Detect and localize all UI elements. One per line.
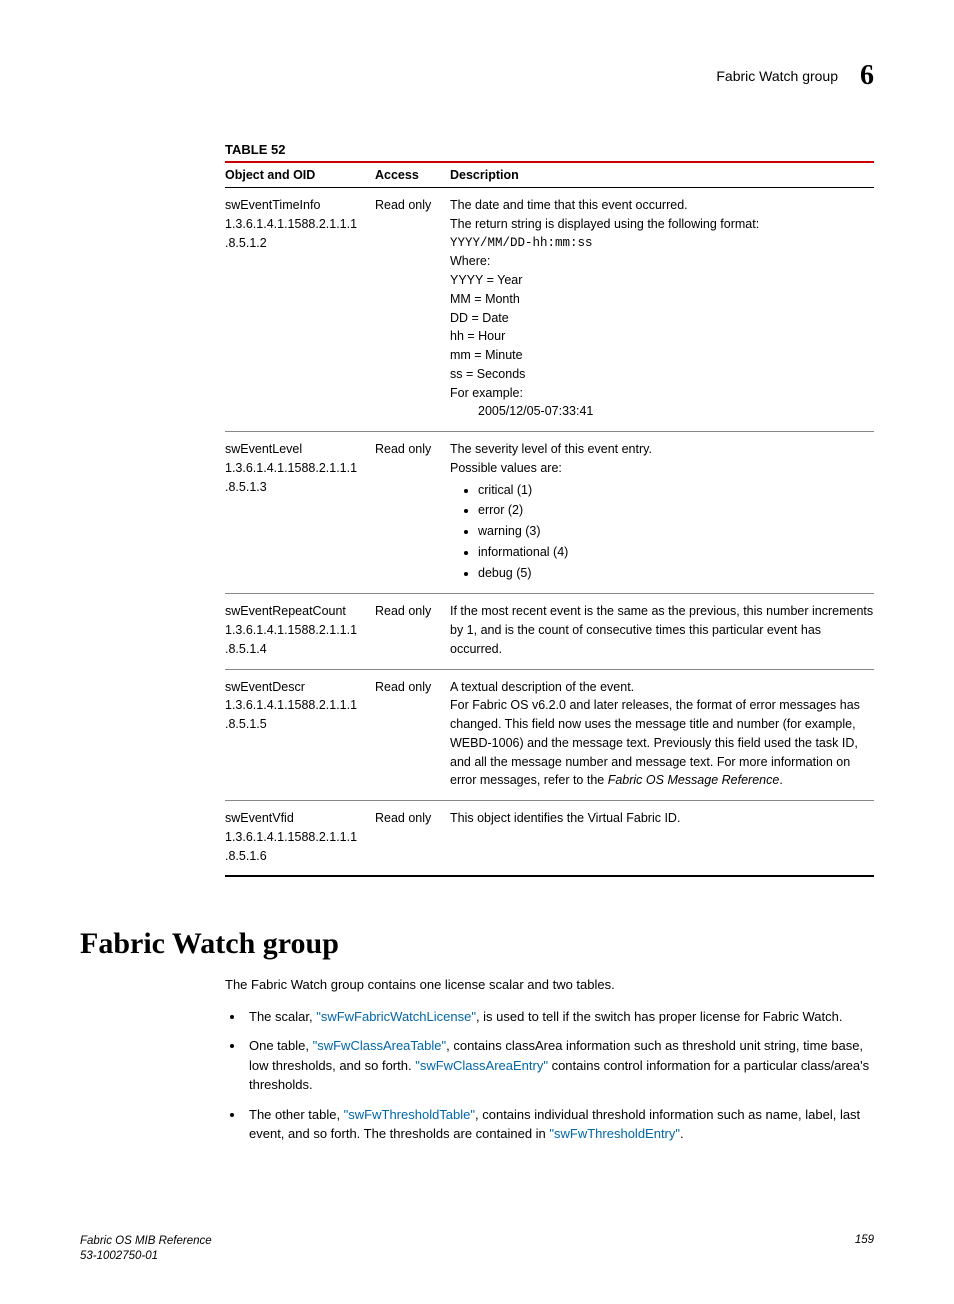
table-row: swEventRepeatCount 1.3.6.1.4.1.1588.2.1.… [225,594,874,669]
cell-description: This object identifies the Virtual Fabri… [450,801,874,877]
cell-description: A textual description of the event. For … [450,669,874,801]
desc-example-value: 2005/12/05-07:33:41 [478,402,874,421]
text-run: , is used to tell if the switch has prop… [476,1009,843,1024]
page-header: Fabric Watch group 6 [80,60,874,92]
object-name: swEventRepeatCount [225,604,346,618]
list-item: error (2) [478,500,874,521]
object-name: swEventVfid [225,811,294,825]
table-row: swEventLevel 1.3.6.1.4.1.1588.2.1.1.1 .8… [225,432,874,594]
text-run: . [680,1126,684,1141]
table-header-row: Object and OID Access Description [225,162,874,188]
mib-table: Object and OID Access Description swEven… [225,161,874,877]
text-run: The scalar, [249,1009,316,1024]
desc-line: The severity level of this event entry. [450,440,874,459]
object-name: swEventDescr [225,680,305,694]
footer-doc-title: Fabric OS MIB Reference [80,1234,212,1249]
footer-left: Fabric OS MIB Reference 53-1002750-01 [80,1234,212,1264]
text-run: One table, [249,1038,313,1053]
object-oid-suffix: .8.5.1.3 [225,478,365,497]
table-row: swEventDescr 1.3.6.1.4.1.1588.2.1.1.1 .8… [225,669,874,801]
cross-reference-link[interactable]: "swFwThresholdEntry" [549,1126,680,1141]
desc-example-label: For example: [450,384,874,403]
table-row: swEventVfid 1.3.6.1.4.1.1588.2.1.1.1 .8.… [225,801,874,877]
desc-line: The return string is displayed using the… [450,215,874,234]
cross-reference-link[interactable]: "swFwThresholdTable" [344,1107,475,1122]
cell-object: swEventTimeInfo 1.3.6.1.4.1.1588.2.1.1.1… [225,188,375,432]
section-intro: The Fabric Watch group contains one lice… [225,975,874,995]
object-oid-suffix: .8.5.1.5 [225,715,365,734]
desc-where: DD = Date [450,309,874,328]
cell-description: The severity level of this event entry. … [450,432,874,594]
desc-text: . [779,773,782,787]
footer-doc-number: 53-1002750-01 [80,1249,212,1264]
cell-access: Read only [375,188,450,432]
desc-code: YYYY/MM/DD-hh:mm:ss [450,234,874,253]
list-item: The scalar, "swFwFabricWatchLicense", is… [245,1007,874,1027]
object-name: swEventLevel [225,442,302,456]
cell-object: swEventLevel 1.3.6.1.4.1.1588.2.1.1.1 .8… [225,432,375,594]
text-run: The other table, [249,1107,344,1122]
section-heading: Fabric Watch group [80,927,874,961]
table-row: swEventTimeInfo 1.3.6.1.4.1.1588.2.1.1.1… [225,188,874,432]
desc-where: ss = Seconds [450,365,874,384]
object-oid: 1.3.6.1.4.1.1588.2.1.1.1 [225,828,365,847]
footer-page-number: 159 [855,1234,874,1264]
page: Fabric Watch group 6 TABLE 52 Object and… [0,0,954,1304]
desc-where: MM = Month [450,290,874,309]
cell-access: Read only [375,801,450,877]
section-bullet-list: The scalar, "swFwFabricWatchLicense", is… [225,1007,874,1144]
cell-access: Read only [375,432,450,594]
desc-line: A textual description of the event. [450,678,874,697]
list-item: warning (3) [478,521,874,542]
cell-description: The date and time that this event occurr… [450,188,874,432]
cell-object: swEventVfid 1.3.6.1.4.1.1588.2.1.1.1 .8.… [225,801,375,877]
list-item: The other table, "swFwThresholdTable", c… [245,1105,874,1144]
cell-description: If the most recent event is the same as … [450,594,874,669]
object-oid: 1.3.6.1.4.1.1588.2.1.1.1 [225,621,365,640]
desc-where: mm = Minute [450,346,874,365]
th-description: Description [450,162,874,188]
desc-line: The date and time that this event occurr… [450,196,874,215]
list-item: One table, "swFwClassAreaTable", contain… [245,1036,874,1095]
header-section-title: Fabric Watch group [716,68,838,84]
list-item: critical (1) [478,480,874,501]
cell-access: Read only [375,594,450,669]
list-item: debug (5) [478,563,874,584]
object-oid-suffix: .8.5.1.2 [225,234,365,253]
desc-bullets: critical (1) error (2) warning (3) infor… [450,480,874,584]
table-caption: TABLE 52 [225,142,874,157]
desc-where: YYYY = Year [450,271,874,290]
object-oid-suffix: .8.5.1.4 [225,640,365,659]
object-oid: 1.3.6.1.4.1.1588.2.1.1.1 [225,215,365,234]
content-area: TABLE 52 Object and OID Access Descripti… [225,142,874,1154]
th-object-oid: Object and OID [225,162,375,188]
page-footer: Fabric OS MIB Reference 53-1002750-01 15… [80,1234,874,1264]
desc-reference-title: Fabric OS Message Reference [608,773,780,787]
cross-reference-link[interactable]: "swFwFabricWatchLicense" [316,1009,476,1024]
chapter-number: 6 [860,60,874,92]
cell-access: Read only [375,669,450,801]
cell-object: swEventDescr 1.3.6.1.4.1.1588.2.1.1.1 .8… [225,669,375,801]
desc-line: Possible values are: [450,459,874,478]
object-oid-suffix: .8.5.1.6 [225,847,365,866]
object-oid: 1.3.6.1.4.1.1588.2.1.1.1 [225,696,365,715]
desc-where: hh = Hour [450,327,874,346]
list-item: informational (4) [478,542,874,563]
cell-object: swEventRepeatCount 1.3.6.1.4.1.1588.2.1.… [225,594,375,669]
object-name: swEventTimeInfo [225,198,320,212]
cross-reference-link[interactable]: "swFwClassAreaEntry" [415,1058,548,1073]
cross-reference-link[interactable]: "swFwClassAreaTable" [313,1038,447,1053]
desc-where-label: Where: [450,252,874,271]
th-access: Access [375,162,450,188]
object-oid: 1.3.6.1.4.1.1588.2.1.1.1 [225,459,365,478]
desc-line: For Fabric OS v6.2.0 and later releases,… [450,696,874,790]
